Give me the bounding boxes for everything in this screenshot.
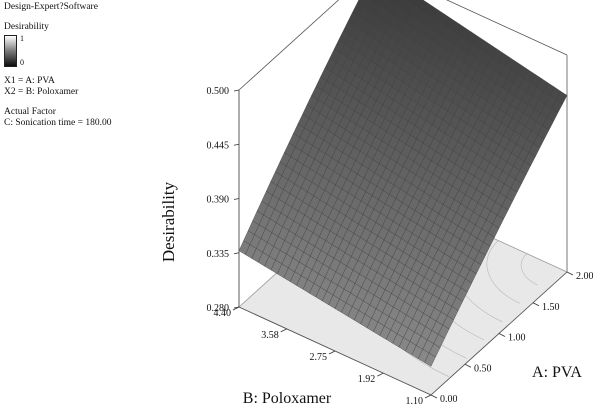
x-tick-label: 0.00 <box>440 394 458 405</box>
x1-label: X1 = A: PVA <box>4 76 55 86</box>
z-tick-label: 0.280 <box>207 303 230 314</box>
y-tick-label: 1.92 <box>358 374 376 385</box>
z-tick <box>233 198 240 200</box>
x-tick <box>430 394 438 399</box>
y-tick-label: 4.40 <box>214 308 232 319</box>
y-tick-label: 2.75 <box>310 352 328 363</box>
colorbar-gradient <box>4 35 17 67</box>
z-tick-label: 0.335 <box>207 249 230 260</box>
software-label: Design-Expert?Software <box>4 2 98 12</box>
axis-ticks: 0.280 0.335 0.390 0.445 0.500 0.00 0.50 1.00 1.5… <box>207 86 593 407</box>
z-axis-label: Desirability <box>159 181 178 262</box>
colorbar: 1 0 <box>4 35 111 67</box>
y-axis-label: B: Poloxamer <box>243 390 332 407</box>
y-tick <box>377 372 384 377</box>
legend-panel: Design-Expert?Software Desirability 1 0 … <box>4 2 111 129</box>
x-tick <box>498 333 506 337</box>
box-edge-back-top-left <box>238 0 340 91</box>
x-tick-label: 1.50 <box>542 302 560 313</box>
x-tick <box>566 271 574 276</box>
x-tick-label: 0.50 <box>474 363 492 374</box>
floor-contour-line <box>520 253 538 286</box>
surface-facet <box>387 0 394 3</box>
surface-facet <box>424 352 436 367</box>
x-tick <box>532 302 540 307</box>
z-tick-label: 0.390 <box>207 195 230 206</box>
colorbar-max-label: 1 <box>20 34 24 43</box>
x-tick <box>464 363 472 368</box>
x2-label: X2 = B: Poloxamer <box>4 87 79 97</box>
y-tick <box>280 328 287 333</box>
z-tick <box>233 252 240 255</box>
y-tick <box>328 350 336 355</box>
response-surface <box>238 0 568 367</box>
z-tick-label: 0.445 <box>207 140 230 151</box>
box-edge-back-top-right <box>446 0 568 56</box>
x-tick-label: 2.00 <box>576 271 593 282</box>
y-tick <box>232 306 240 311</box>
x-tick-label: 1.00 <box>508 333 526 344</box>
z-tick-label: 0.500 <box>207 86 230 97</box>
actual-factor-title: Actual Factor <box>4 107 56 117</box>
x-axis-label: A: PVA <box>532 364 582 381</box>
y-tick-label: 1.10 <box>406 396 424 407</box>
response-title: Desirability <box>4 22 49 32</box>
z-tick <box>233 143 240 146</box>
y-tick-label: 3.58 <box>261 330 279 341</box>
y-tick <box>424 394 432 399</box>
floor-contour-line <box>486 240 520 304</box>
colorbar-min-label: 0 <box>20 58 24 67</box>
z-tick <box>233 89 240 92</box>
actual-factor-value: C: Sonication time = 180.00 <box>4 118 112 128</box>
